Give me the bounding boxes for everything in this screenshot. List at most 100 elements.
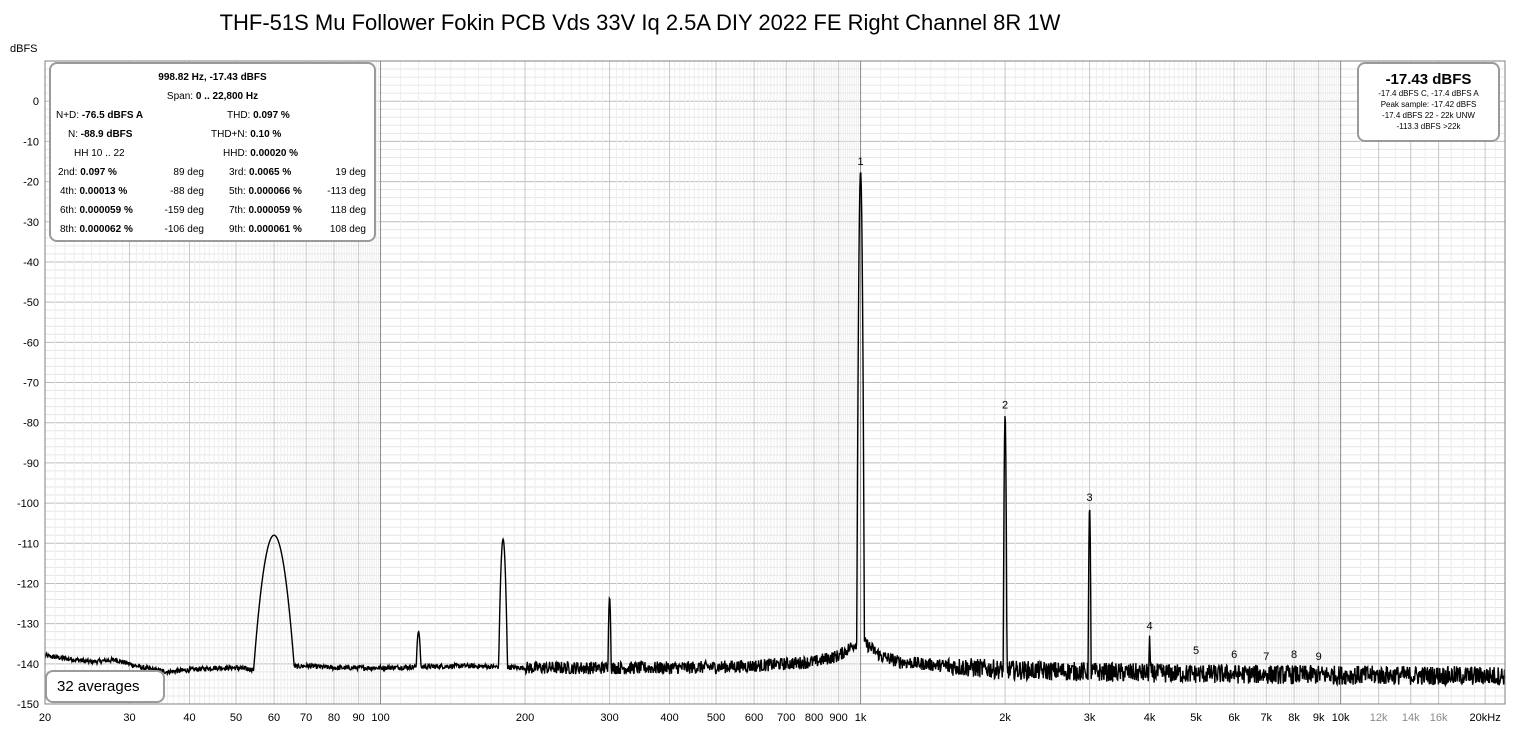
harmonic-value: 0.097 % [80, 167, 117, 178]
y-tick-label: -40 [23, 257, 39, 269]
harmonic-label: 2nd: [58, 167, 78, 178]
noise-label: N: [68, 129, 78, 140]
y-tick-label: -80 [23, 418, 39, 430]
harmonic-marker-label: 7 [1263, 651, 1269, 663]
x-tick-label: 6k [1228, 712, 1240, 724]
level-line: Peak sample: -17.42 dBFS [1380, 100, 1477, 109]
x-tick-label: 200 [516, 712, 534, 724]
y-tick-label: -140 [17, 659, 39, 671]
y-tick-label: 0 [33, 96, 39, 108]
harmonic-marker-label: 4 [1147, 621, 1153, 633]
spectrum-series [44, 172, 1506, 688]
x-tick-label: 700 [777, 712, 795, 724]
noise-value: -88.9 dBFS [80, 129, 133, 140]
hh-range: HH 10 .. 22 [74, 148, 125, 159]
x-tick-label: 500 [707, 712, 725, 724]
level-readout-panel: -17.43 dBFS -17.4 dBFS C, -17.4 dBFS A P… [1357, 62, 1500, 142]
y-tick-label: -50 [23, 297, 39, 309]
x-tick-label: 14k [1402, 712, 1420, 724]
y-tick-label: -110 [18, 538, 39, 550]
thdn-readout: THD+N: 0.10 % [211, 129, 281, 140]
y-tick-label: -120 [17, 578, 39, 590]
harmonic-value: 0.000059 % [79, 205, 133, 216]
x-tick-label: 4k [1144, 712, 1156, 724]
harmonic-5-phase: -113 deg [327, 186, 366, 197]
x-tick-label: 800 [805, 712, 823, 724]
thdn-value: 0.10 % [250, 129, 282, 140]
x-tick-label: 2k [999, 712, 1011, 724]
harmonic-value: 0.0065 % [249, 167, 292, 178]
harmonic-marker-label: 3 [1087, 492, 1093, 504]
y-tick-label: -130 [17, 619, 39, 631]
x-tick-label: 3k [1084, 712, 1096, 724]
x-tick-label: 900 [829, 712, 847, 724]
x-axis-ticks: 20 30 40 50 60 70 80 90 100 200 300 400 500 600 700 800… [39, 712, 1501, 724]
hhd-readout: HHD: 0.00020 % [223, 148, 298, 159]
harmonic-label: 3rd: [229, 167, 247, 178]
harmonic-5-readout: 5th: 0.000066 % [229, 186, 302, 197]
thd-value: 0.097 % [253, 110, 290, 121]
hhd-label: HHD: [223, 148, 248, 159]
harmonic-label: 8th: [60, 224, 77, 235]
nd-label: N+D: [56, 110, 80, 121]
x-tick-label: 12k [1370, 712, 1388, 724]
harmonic-6-readout: 6th: 0.000059 % [60, 205, 133, 216]
x-tick-label: 20kHz [1470, 712, 1501, 724]
x-tick-label: 20 [39, 712, 51, 724]
y-tick-label: -10 [23, 136, 39, 148]
harmonic-8-readout: 8th: 0.000062 % [60, 224, 133, 235]
span-label: Span: [166, 91, 194, 102]
level-line: -113.3 dBFS >22k [1396, 122, 1461, 131]
y-tick-label: -60 [23, 337, 39, 349]
harmonic-marker-label: 5 [1193, 645, 1199, 657]
nd-value: -76.5 dBFS A [81, 110, 144, 121]
harmonic-value: 0.000062 % [79, 224, 133, 235]
level-main-value: -17.43 dBFS [1385, 71, 1472, 88]
y-axis-label: dBFS [10, 43, 38, 55]
x-tick-label: 40 [183, 712, 195, 724]
harmonic-value: 0.00013 % [79, 186, 128, 197]
harmonic-marker-label: 9 [1316, 651, 1322, 663]
noise-readout: N: -88.9 dBFS [68, 129, 132, 140]
spectrum-line [44, 172, 1506, 688]
harmonic-2-phase: 89 deg [173, 167, 204, 178]
x-tick-label: 300 [600, 712, 618, 724]
harmonic-7-phase: 118 deg [330, 205, 366, 216]
harmonic-8-phase: -106 deg [164, 224, 204, 235]
level-line: -17.4 dBFS C, -17.4 dBFS A [1378, 89, 1479, 98]
y-tick-label: -70 [23, 378, 39, 390]
x-tick-label: 7k [1260, 712, 1272, 724]
plot-frame [44, 60, 1506, 705]
harmonic-4-phase: -88 deg [170, 186, 204, 197]
y-tick-label: -20 [23, 177, 39, 189]
level-line: -17.4 dBFS 22 - 22k UNW [1382, 111, 1475, 120]
x-tick-label: 16k [1430, 712, 1448, 724]
x-tick-label: 1k [855, 712, 867, 724]
averages-badge: 32 averages [45, 670, 165, 703]
harmonic-markers: 1 2 3 4 5 6 7 8 9 [858, 156, 1322, 663]
x-tick-label: 5k [1190, 712, 1202, 724]
thdn-label: THD+N: [211, 129, 248, 140]
harmonic-3-phase: 19 deg [335, 167, 366, 178]
x-tick-label: 8k [1288, 712, 1300, 724]
harmonic-4-readout: 4th: 0.00013 % [60, 186, 127, 197]
harmonic-2-readout: 2nd: 0.097 % [58, 167, 117, 178]
x-tick-label: 80 [328, 712, 340, 724]
harmonic-3-readout: 3rd: 0.0065 % [229, 167, 291, 178]
harmonic-marker-label: 1 [858, 156, 864, 168]
harmonic-7-readout: 7th: 0.000059 % [229, 205, 302, 216]
harmonic-marker-label: 8 [1291, 649, 1297, 661]
x-tick-label: 10k [1332, 712, 1350, 724]
harmonic-marker-label: 6 [1231, 649, 1237, 661]
x-tick-label: 400 [660, 712, 678, 724]
harmonic-label: 6th: [60, 205, 77, 216]
chart-title: THF-51S Mu Follower Fokin PCB Vds 33V Iq… [219, 10, 1061, 35]
hhd-value: 0.00020 % [250, 148, 299, 159]
harmonic-label: 5th: [229, 186, 246, 197]
thd-readout: THD: 0.097 % [227, 110, 290, 121]
harmonic-label: 4th: [60, 186, 77, 197]
y-tick-label: -100 [17, 498, 39, 510]
harmonic-label: 7th: [229, 205, 246, 216]
x-tick-label: 100 [371, 712, 389, 724]
x-tick-label: 30 [123, 712, 135, 724]
